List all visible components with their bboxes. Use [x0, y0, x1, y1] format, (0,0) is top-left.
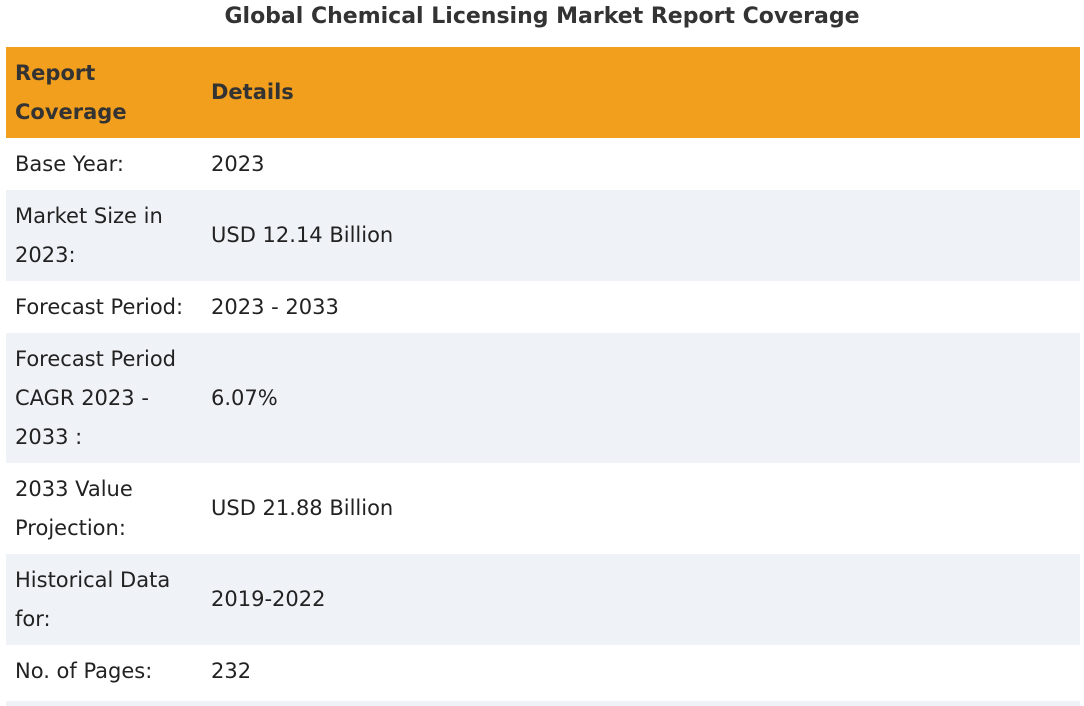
column-header-details: Details	[211, 80, 294, 104]
row-value: 232	[211, 658, 252, 683]
page-title: Global Chemical Licensing Market Report …	[224, 4, 860, 29]
row-label: 2033 Value Projection:	[15, 476, 133, 540]
row-label: Historical Data for:	[15, 567, 171, 631]
table-row: Forecast Period CAGR 2023 - 2033 : 6.07%	[6, 333, 1080, 463]
row-value: 2023 - 2033	[211, 294, 339, 319]
column-header-report-coverage: Report Coverage	[15, 60, 127, 124]
row-value: USD 12.14 Billion	[211, 223, 394, 247]
row-value: 2019-2022	[211, 587, 326, 611]
table-row: Forecast Period: 2023 - 2033	[6, 281, 1080, 333]
report-coverage-table: Report Coverage Details Base Year: 2023 …	[6, 47, 1080, 697]
table-row: 2033 Value Projection: USD 21.88 Billion	[6, 463, 1080, 554]
row-label: Base Year:	[15, 151, 124, 176]
table-row: Historical Data for: 2019-2022	[6, 554, 1080, 645]
row-label: No. of Pages:	[15, 658, 153, 683]
row-value: USD 21.88 Billion	[211, 496, 394, 520]
table-header-row: Report Coverage Details	[6, 47, 1080, 138]
row-value: 2023	[211, 151, 265, 176]
row-value: 6.07%	[211, 385, 278, 410]
table-row: Market Size in 2023: USD 12.14 Billion	[6, 190, 1080, 281]
row-label: Forecast Period:	[15, 294, 184, 319]
row-label: Forecast Period CAGR 2023 - 2033 :	[15, 346, 177, 449]
table-bottom-strip	[6, 701, 1080, 706]
table-row: Base Year: 2023	[6, 138, 1080, 190]
table-row: No. of Pages: 232	[6, 645, 1080, 697]
row-label: Market Size in 2023:	[15, 203, 163, 267]
